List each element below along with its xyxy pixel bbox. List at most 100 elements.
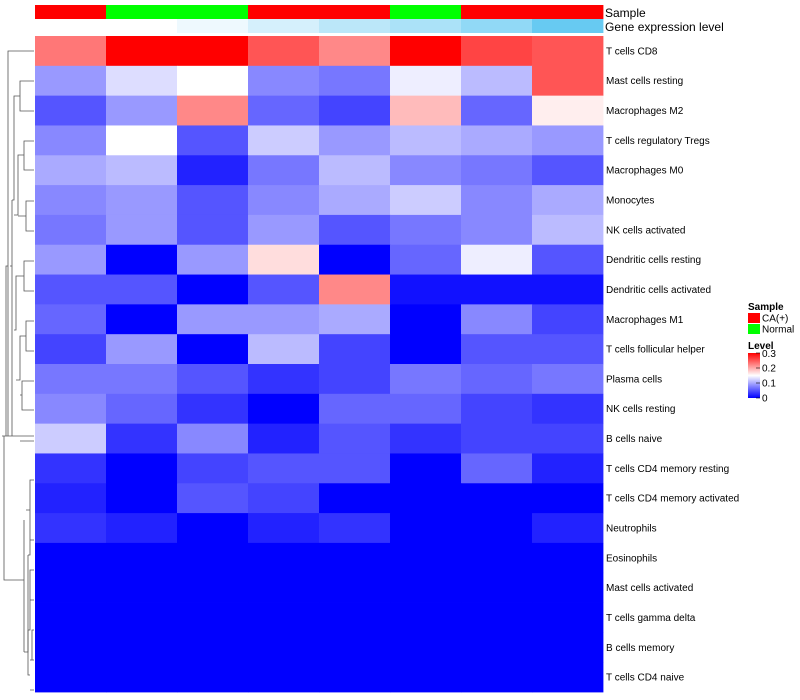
heatmap-cell: [248, 125, 320, 156]
sample-annotation-cell: [390, 5, 462, 19]
heatmap-cell: [532, 185, 604, 216]
heatmap-cell: [319, 393, 391, 425]
heatmap-cell: [106, 155, 178, 186]
row-label: T cells CD4 memory activated: [606, 494, 739, 505]
heatmap-cell: [390, 423, 462, 454]
gene-expression-annotation-cell: [248, 19, 320, 33]
gene-expression-annotation-cell: [106, 19, 178, 33]
heatmap-cell: [532, 662, 604, 693]
heatmap-cell: [35, 453, 107, 484]
heatmap-cell: [390, 304, 462, 335]
sample-annotation-cell: [177, 5, 249, 19]
heatmap-cell: [461, 274, 533, 305]
heatmap-cell: [35, 244, 107, 275]
heatmap-cell: [106, 572, 178, 603]
heatmap-cell: [106, 244, 178, 275]
heatmap-cell: [390, 274, 462, 305]
heatmap-cell: [177, 334, 249, 365]
row-label: T cells CD4 naive: [606, 673, 685, 684]
heatmap-cell: [106, 662, 178, 693]
row-labels: T cells CD8 Mast cells resting Macrophages…: [606, 46, 739, 683]
heatmap-cell: [177, 423, 249, 454]
heatmap-cell: [35, 542, 107, 574]
heatmap-cell: [177, 185, 249, 216]
heatmap-cell: [461, 602, 533, 633]
heatmap-cell: [390, 36, 462, 67]
legend-level-ticks: 0 0.1 0.2 0.3: [756, 349, 776, 405]
heatmap-cell: [532, 632, 604, 663]
heatmap-cell: [35, 513, 107, 544]
heatmap-cell: [106, 453, 178, 484]
row-label: Dendritic cells activated: [606, 285, 711, 296]
heatmap-cell: [532, 572, 604, 603]
heatmap-cell: [177, 542, 249, 574]
heatmap-cell: [532, 483, 604, 514]
heatmap-cell: [532, 36, 604, 67]
heatmap-cell: [532, 304, 604, 335]
heatmap-cell: [532, 602, 604, 633]
heatmap-cell: [248, 602, 320, 633]
heatmap-cell: [461, 393, 533, 425]
heatmap-cell: [177, 274, 249, 305]
heatmap-cell: [248, 155, 320, 186]
heatmap-cell: [106, 95, 178, 126]
heatmap-cell: [106, 393, 178, 425]
row-label: T cells regulatory Tregs: [606, 136, 710, 147]
heatmap-cell: [35, 483, 107, 514]
legend-swatch: [748, 324, 760, 334]
heatmap-cell: [248, 572, 320, 603]
heatmap-cell: [177, 513, 249, 544]
sample-annotation-cell: [248, 5, 320, 19]
heatmap-cell: [390, 214, 462, 246]
heatmap-cell: [106, 65, 178, 97]
heatmap-cell: [461, 572, 533, 603]
heatmap-cell: [177, 95, 249, 126]
heatmap-cell: [390, 483, 462, 514]
heatmap-cell: [106, 513, 178, 544]
heatmap-cell: [319, 274, 391, 305]
heatmap-cell: [177, 453, 249, 484]
heatmap-cell: [177, 304, 249, 335]
heatmap-cell: [106, 364, 178, 395]
heatmap-cell: [319, 334, 391, 365]
heatmap-cell: [35, 662, 107, 693]
gene-expression-annotation-cell: [319, 19, 391, 33]
gene-expression-annotation-cell: [532, 19, 604, 33]
sample-annotation-cell: [461, 5, 533, 19]
heatmap-cell: [248, 214, 320, 246]
sample-annotation-cell: [35, 5, 107, 19]
heatmap-cell: [461, 453, 533, 484]
heatmap-cell: [248, 542, 320, 574]
heatmap-cell: [35, 572, 107, 603]
row-label: Macrophages M2: [606, 106, 684, 117]
heatmap-cell: [106, 125, 178, 156]
heatmap-cell: [35, 364, 107, 395]
heatmap-cell: [248, 483, 320, 514]
heatmap-cell: [177, 155, 249, 186]
heatmap-cell: [461, 542, 533, 574]
heatmap-cell: [461, 185, 533, 216]
row-label: Mast cells activated: [606, 583, 693, 594]
annotation-tracks: [35, 5, 604, 33]
heatmap-cell: [319, 602, 391, 633]
heatmap-cell: [390, 244, 462, 275]
legend-tick-label: 0: [762, 394, 768, 405]
annotation-title-gene-expression: Gene expression level: [605, 20, 724, 34]
heatmap-cell: [319, 244, 391, 275]
heatmap-cell: [177, 662, 249, 693]
heatmap-cell: [35, 423, 107, 454]
legend-title-level: Level: [748, 341, 774, 352]
heatmap-cell: [532, 364, 604, 395]
heatmap-cell: [248, 95, 320, 126]
row-label: T cells CD8: [606, 46, 658, 57]
sample-annotation-cell: [532, 5, 604, 19]
heatmap-cell: [461, 423, 533, 454]
heatmap-cell: [461, 155, 533, 186]
heatmap-cell: [319, 364, 391, 395]
heatmap-cell: [319, 453, 391, 484]
heatmap-cell: [106, 423, 178, 454]
heatmap-cell: [248, 334, 320, 365]
row-dendrogram: [2, 50, 34, 691]
heatmap-cell: [248, 513, 320, 544]
